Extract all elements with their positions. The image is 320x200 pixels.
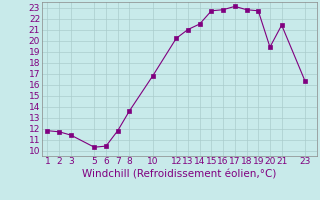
- X-axis label: Windchill (Refroidissement éolien,°C): Windchill (Refroidissement éolien,°C): [82, 169, 276, 179]
